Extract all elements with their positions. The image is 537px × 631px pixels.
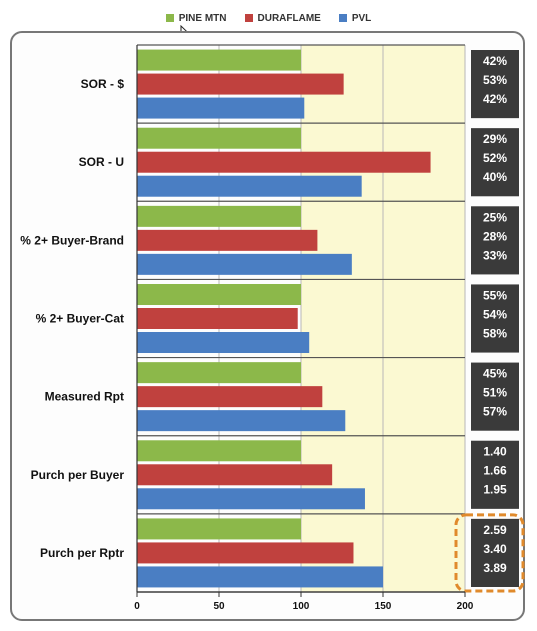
bar xyxy=(137,284,301,305)
legend-item: DURAFLAME xyxy=(244,12,321,24)
legend-item: PVL xyxy=(338,12,372,24)
value-box xyxy=(471,284,519,353)
legend-swatch xyxy=(165,14,174,22)
x-tick-label: 100 xyxy=(293,601,310,612)
value-label: 40% xyxy=(483,170,507,184)
category-label: SOR - $ xyxy=(81,77,125,91)
bar xyxy=(137,229,318,251)
value-label: 29% xyxy=(483,132,507,146)
value-box xyxy=(471,518,519,587)
value-box xyxy=(471,206,519,275)
value-box xyxy=(471,50,519,119)
legend-label: PINE MTN xyxy=(178,12,227,24)
bar xyxy=(137,464,333,486)
bar xyxy=(137,49,301,71)
chart-legend: PINE MTN DURAFLAME PVL xyxy=(0,8,537,28)
bar xyxy=(137,410,346,432)
value-label: 54% xyxy=(483,307,507,321)
value-label: 33% xyxy=(483,248,507,262)
value-label: 51% xyxy=(483,386,507,400)
bar xyxy=(137,386,323,408)
bar xyxy=(137,362,301,384)
value-label: 28% xyxy=(483,229,507,243)
legend-label: PVL xyxy=(351,12,372,24)
bar xyxy=(137,253,352,275)
value-label: 1.40 xyxy=(483,445,507,459)
highlight-outline xyxy=(454,513,525,593)
bar xyxy=(137,440,301,462)
x-tick-label: 200 xyxy=(457,601,474,612)
value-label: 53% xyxy=(483,73,507,87)
category-label: % 2+ Buyer-Cat xyxy=(36,312,124,326)
legend-swatch xyxy=(338,14,347,22)
value-label: 2.59 xyxy=(483,523,507,537)
bar xyxy=(137,542,354,564)
value-label: 42% xyxy=(483,92,507,106)
bar xyxy=(137,205,301,227)
bar xyxy=(137,566,383,588)
value-label: 25% xyxy=(483,210,507,224)
legend-label: DURAFLAME xyxy=(257,12,321,24)
value-label: 58% xyxy=(483,326,507,340)
bar xyxy=(137,127,301,149)
value-label: 1.95 xyxy=(483,483,507,497)
bar xyxy=(137,332,310,353)
bar xyxy=(137,488,365,510)
bar xyxy=(137,151,431,173)
legend-item: PINE MTN xyxy=(165,12,227,24)
category-label: % 2+ Buyer-Brand xyxy=(20,233,124,247)
x-tick-label: 0 xyxy=(134,601,140,612)
value-label: 3.40 xyxy=(483,542,507,556)
value-label: 52% xyxy=(483,151,507,165)
value-box xyxy=(471,440,519,509)
legend-swatch xyxy=(244,14,253,22)
bar xyxy=(137,73,344,95)
value-label: 55% xyxy=(483,288,507,302)
x-tick-label: 50 xyxy=(213,601,225,612)
value-label: 45% xyxy=(483,367,507,381)
bar xyxy=(137,308,298,329)
bar xyxy=(137,518,301,540)
value-box xyxy=(471,128,519,197)
value-label: 42% xyxy=(483,54,507,68)
value-label: 1.66 xyxy=(483,464,507,478)
category-label: SOR - U xyxy=(79,155,124,169)
bar xyxy=(137,175,362,197)
x-tick-label: 150 xyxy=(375,601,392,612)
category-label: Purch per Buyer xyxy=(31,468,125,482)
category-label: Purch per Rptr xyxy=(40,546,124,560)
category-label: Measured Rpt xyxy=(45,390,124,404)
value-label: 57% xyxy=(483,405,507,419)
value-label: 3.89 xyxy=(483,561,507,575)
value-box xyxy=(471,362,519,431)
bar xyxy=(137,97,305,119)
